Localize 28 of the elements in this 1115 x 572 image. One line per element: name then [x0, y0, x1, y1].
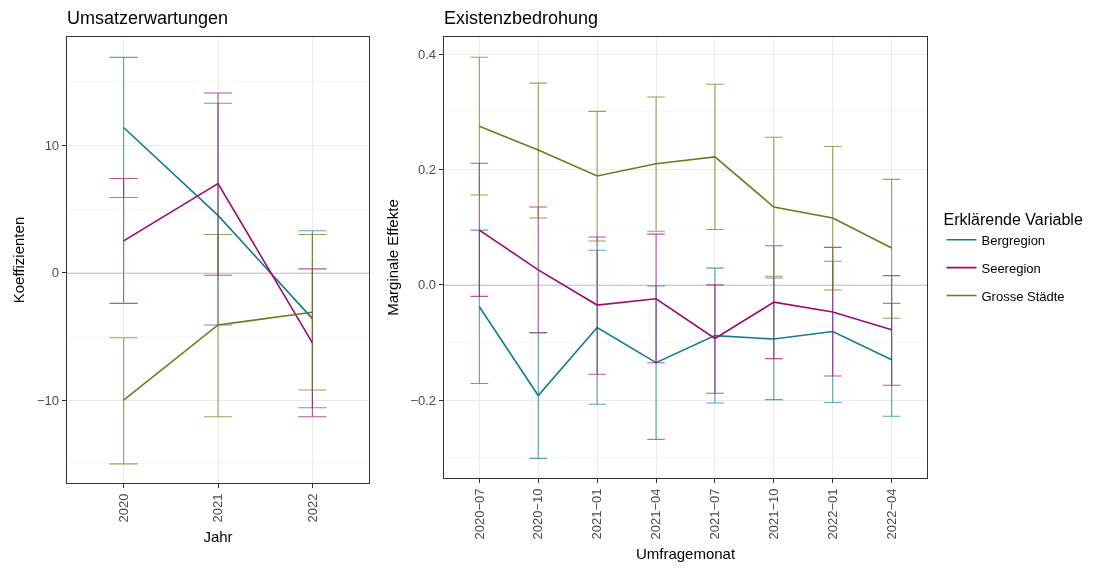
x-tick-label: 2022−01: [824, 488, 840, 540]
x-tick-label: 2021−04: [648, 488, 664, 540]
x-tick-label: 2020−07: [471, 488, 487, 540]
legend-label: Bergregion: [981, 232, 1046, 248]
y-axis-title: Koeffizienten: [10, 216, 28, 304]
x-tick-label: 2020: [115, 493, 131, 523]
x-tick-label: 2021: [210, 493, 226, 523]
y-tick-label: 0: [51, 265, 60, 281]
x-axis-title: Jahr: [203, 528, 233, 546]
y-tick-label: 10: [44, 137, 60, 153]
y-tick-label: −10: [37, 392, 60, 408]
x-tick-label: 2021−10: [766, 488, 782, 540]
x-tick-label: 2020−10: [530, 488, 546, 540]
x-axis-title: Umfragemonat: [635, 545, 736, 563]
y-tick-label: 0.4: [418, 46, 437, 62]
x-tick-label: 2022−04: [883, 488, 899, 540]
y-tick-label: −0.2: [410, 392, 437, 408]
chart-title: Existenzbedrohung: [444, 8, 599, 29]
legend-title: Erklärende Variable: [943, 210, 1083, 228]
x-tick-label: 2021−01: [589, 488, 605, 540]
legend-label: Grosse Städte: [981, 288, 1065, 304]
x-tick-label: 2021−07: [707, 488, 723, 540]
x-tick-label: 2022: [304, 493, 320, 523]
chart-title: Umsatzerwartungen: [67, 8, 229, 29]
y-tick-label: 0.0: [418, 277, 437, 293]
y-tick-label: 0.2: [418, 162, 437, 178]
legend-label: Seeregion: [981, 260, 1041, 276]
y-axis-title: Marginale Effekte: [383, 199, 401, 316]
